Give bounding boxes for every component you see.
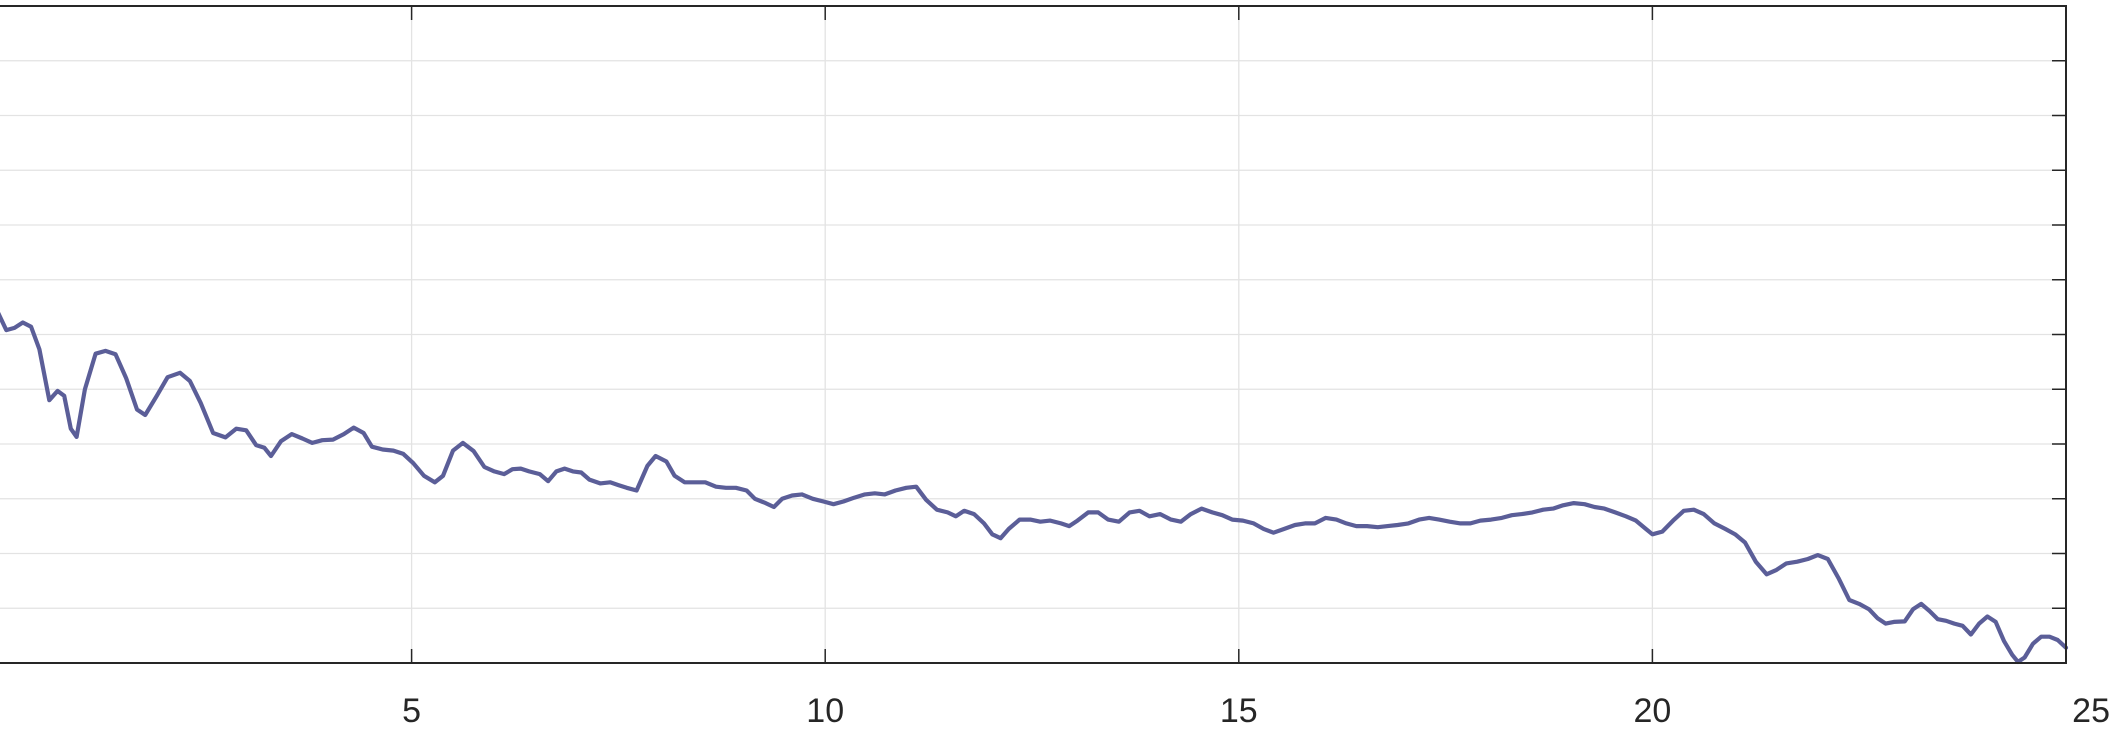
- plot-frame: [0, 5, 2067, 664]
- x-tick-label: 20: [1633, 692, 1671, 730]
- series-layer: [0, 311, 2069, 664]
- x-tick-label: 25: [2072, 692, 2110, 730]
- x-tick-labels: 5 10 15 20 25: [402, 692, 2110, 730]
- x-tick-label: 15: [1220, 692, 1258, 730]
- x-tick-label: 10: [806, 692, 844, 730]
- x-tick-label: 5: [402, 692, 421, 730]
- grid-lines: [0, 6, 2066, 663]
- series-line: [0, 311, 2069, 664]
- axis-ticks: [410, 6, 2067, 663]
